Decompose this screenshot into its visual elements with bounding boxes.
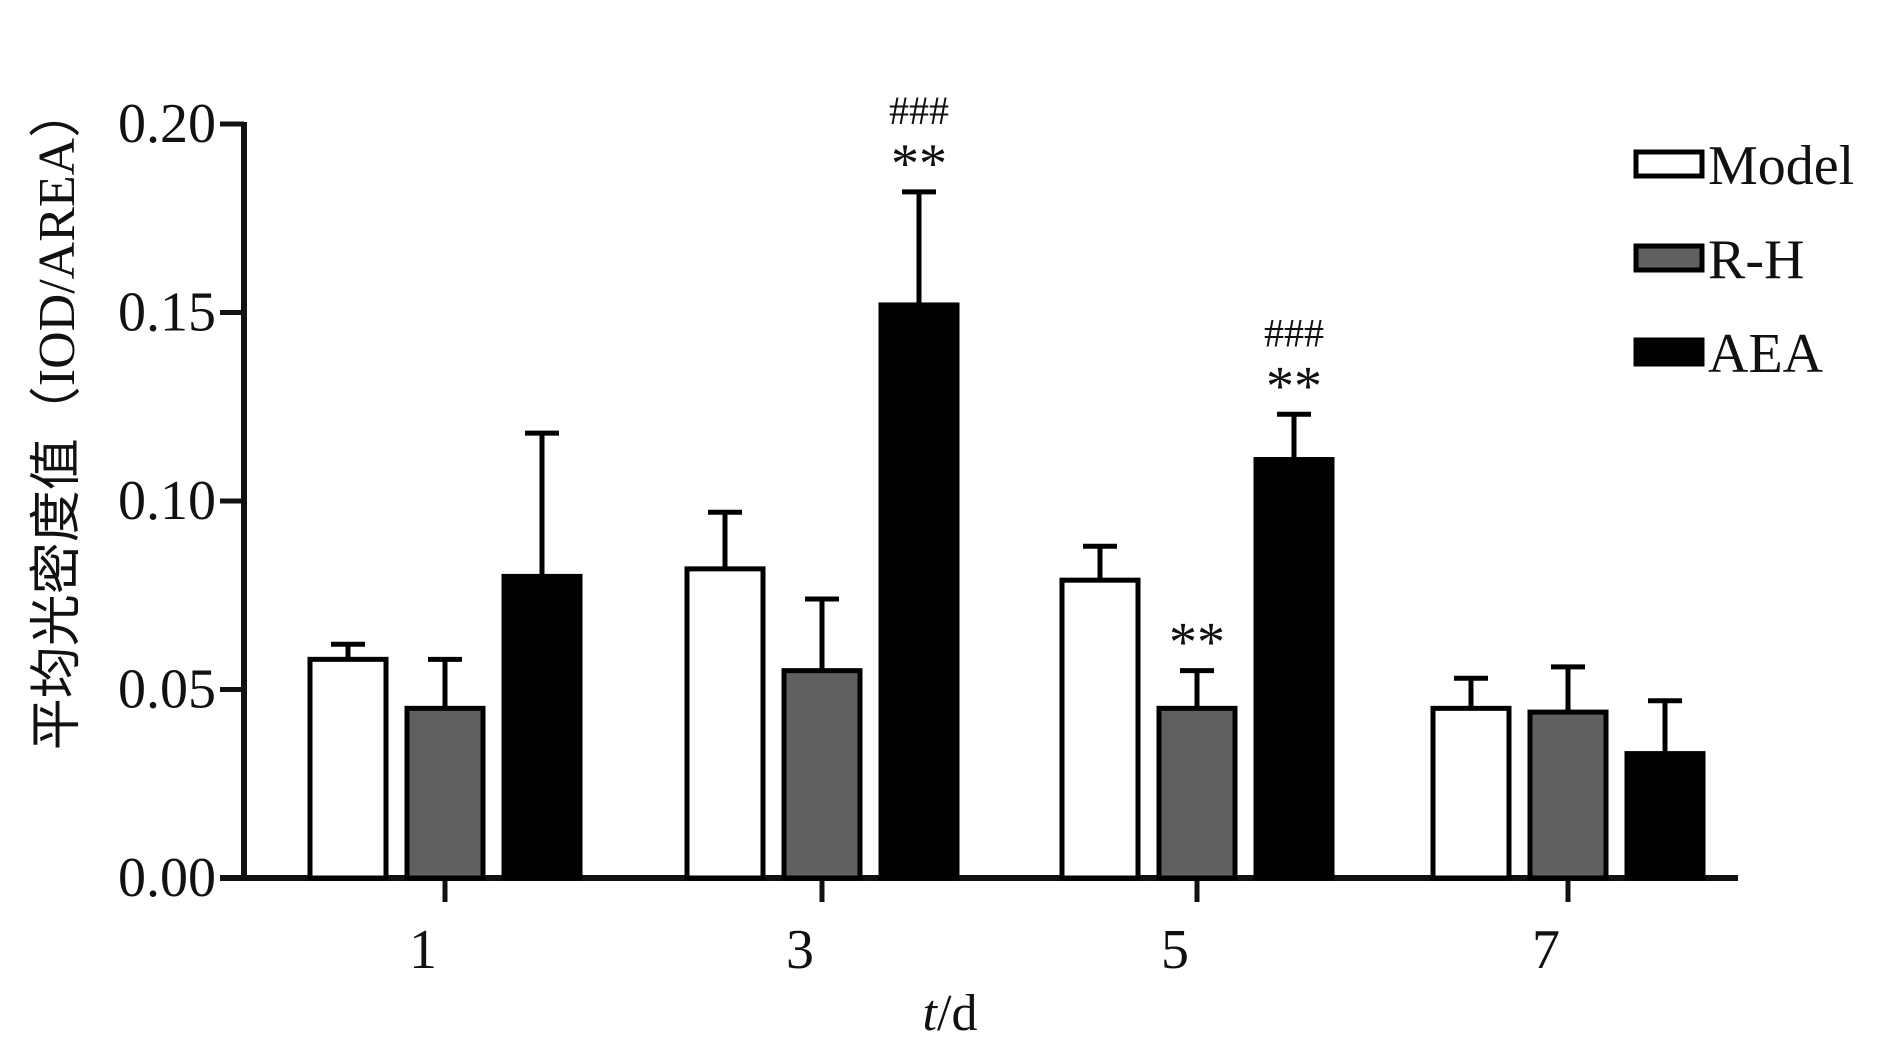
y-tick-label: 0.15: [118, 282, 216, 344]
legend-swatch: [1633, 149, 1705, 179]
bar: [878, 302, 960, 881]
bar: [684, 566, 766, 881]
legend-label: AEA: [1708, 323, 1824, 385]
legend: Model R-H AEA: [1633, 135, 1854, 385]
y-axis: 0.00 0.05 0.10 0.15 0.20: [118, 93, 247, 909]
y-tick-label: 0.10: [118, 470, 216, 532]
y-tick-label: 0.00: [118, 847, 216, 909]
bar: [307, 656, 389, 881]
significance-hashes: ###: [889, 88, 949, 133]
legend-label: Model: [1708, 135, 1854, 197]
y-tick-label: 0.20: [118, 93, 216, 155]
bar: [781, 668, 863, 881]
legend-swatch: [1633, 337, 1705, 367]
bar: [1624, 751, 1706, 881]
bar: [1059, 577, 1141, 881]
x-tick-label: 5: [1161, 919, 1189, 981]
legend-swatch: [1633, 243, 1705, 273]
x-tick-label: 1: [409, 919, 437, 981]
significance-annotations: ###**###****: [889, 88, 1324, 674]
bar: [501, 573, 583, 881]
bars: [307, 189, 1706, 881]
x-axis-label-unit: /d: [937, 985, 977, 1042]
x-tick-label: 3: [786, 919, 814, 981]
significance-hashes: ###: [1264, 310, 1324, 355]
x-tick-label: 7: [1532, 919, 1560, 981]
significance-stars: **: [1266, 355, 1322, 417]
y-tick-label: 0.05: [118, 659, 216, 721]
significance-stars: **: [1169, 612, 1225, 674]
x-axis-label: t/d: [923, 985, 978, 1042]
legend-label: R-H: [1708, 229, 1804, 291]
significance-stars: **: [891, 133, 947, 195]
y-axis-label: 平均光密度值（IOD/AREA）: [29, 86, 86, 750]
x-axis-label-variable: t: [923, 985, 939, 1042]
bar: [1430, 705, 1512, 881]
bar: [1527, 709, 1609, 881]
bar: [1253, 457, 1335, 881]
x-axis: 1 3 5 7: [220, 875, 1738, 981]
bar: [404, 705, 486, 881]
bar: [1156, 705, 1238, 881]
